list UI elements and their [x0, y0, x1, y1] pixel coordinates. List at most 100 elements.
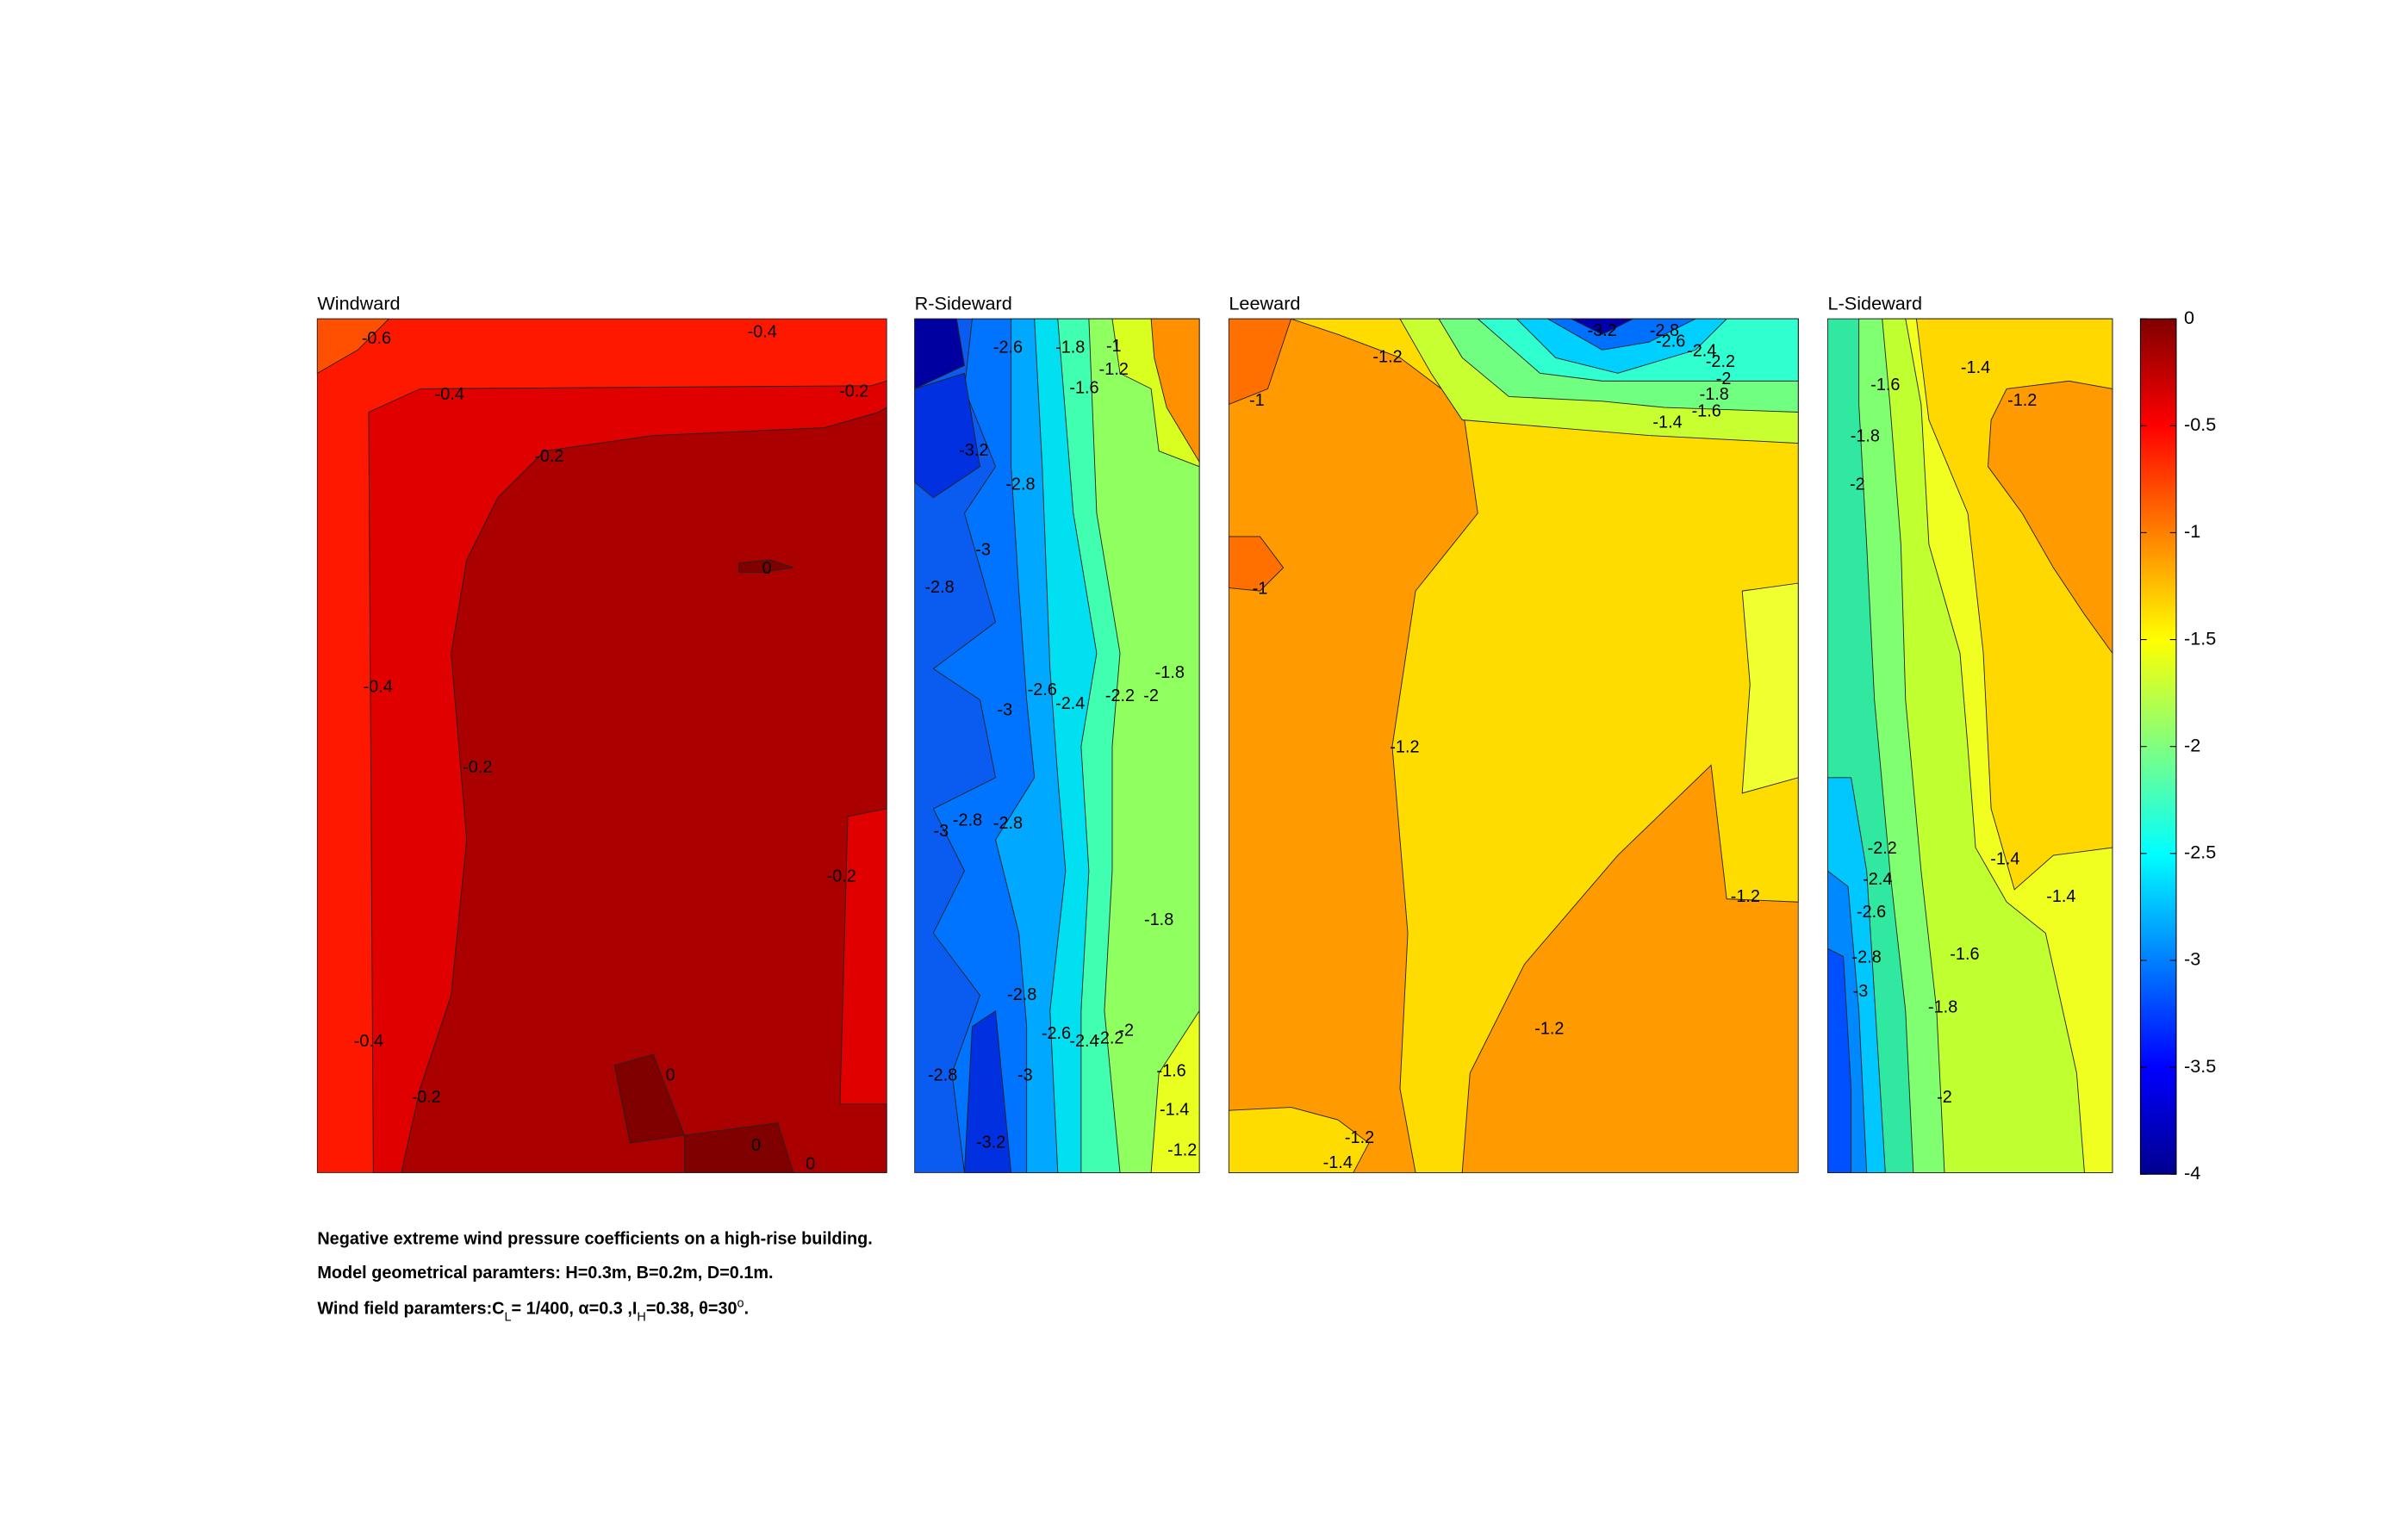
contour-label: -1.2: [1167, 1140, 1197, 1159]
contour-label: -2.6: [993, 339, 1023, 357]
contour-label: -2: [1850, 475, 1865, 494]
caption-part: Wind field paramters:C: [317, 1300, 504, 1319]
leeward-fill: [1228, 318, 1799, 1173]
contour-label: -2.6: [1857, 903, 1886, 922]
contour-label: -1.4: [1323, 1153, 1353, 1172]
contour-label: -3: [934, 822, 949, 841]
colorbar-tick-label: -1.5: [2184, 627, 2216, 649]
contour-label: -1.4: [2046, 887, 2075, 906]
contour-label: -1.2: [1345, 1128, 1374, 1147]
contour-label: -0.2: [534, 447, 563, 466]
contour-label: -0.4: [364, 677, 393, 696]
panel-title: L-Sideward: [1828, 292, 1923, 314]
contour-label: -2.6: [1042, 1024, 1071, 1043]
colorbar-tick-label: 0: [2184, 307, 2194, 328]
contour-label: 0: [762, 559, 772, 578]
contour-label: -1.8: [1155, 663, 1185, 682]
contour-label: -1.8: [1055, 339, 1085, 357]
contour-label: -3: [998, 700, 1013, 719]
contour-label: -1.6: [1692, 402, 1721, 421]
contour-label: -2.8: [1650, 321, 1679, 340]
contour-label: -1: [1249, 391, 1265, 410]
colorbar-tick-label: -0.5: [2184, 413, 2216, 435]
contour-label: -2.4: [1055, 694, 1085, 713]
contour-label: -1.8: [1144, 910, 1173, 929]
contour-label: -2.8: [928, 1066, 957, 1085]
windward-fill: [316, 318, 887, 1173]
contour-label: -3.2: [959, 441, 988, 460]
contour-label: -1.6: [1950, 945, 1979, 964]
caption-part: H: [637, 1311, 645, 1325]
contour-label: -2.8: [924, 578, 954, 597]
contour-label: -1.6: [1069, 379, 1098, 398]
contour-label: -1.2: [1731, 887, 1760, 906]
colorbar-tick-label: -2.5: [2184, 842, 2216, 863]
panel-title: Leeward: [1229, 292, 1300, 314]
contour-label: 0: [751, 1136, 761, 1155]
panel-title: R-Sideward: [915, 292, 1012, 314]
contour-label: -1: [1253, 580, 1268, 599]
contour-label: -0.2: [463, 758, 492, 777]
contour-label: -2.8: [953, 811, 982, 830]
contour-label: -2.2: [1105, 686, 1135, 705]
contour-label: -0.2: [827, 867, 856, 886]
contour-label: -2.2: [1868, 839, 1897, 858]
caption-line: Wind field paramters:CL= 1/400, α=0.3 ,I…: [317, 1297, 749, 1325]
contour-label: -2: [1937, 1088, 1952, 1107]
contour-label: -2: [1143, 686, 1159, 705]
contour-label: -2.4: [1687, 341, 1716, 360]
contour-label: -0.4: [748, 323, 777, 342]
contour-label: -3: [1017, 1066, 1033, 1085]
contour-label: 0: [666, 1066, 675, 1085]
contour-label: -0.4: [354, 1032, 383, 1051]
contour-label: -1.6: [1156, 1061, 1185, 1080]
contour-label: -2.6: [1028, 680, 1057, 699]
contour-label: -1.8: [1700, 385, 1729, 404]
contour-label: -1.2: [2007, 391, 2037, 410]
contour-label: -1.4: [1961, 358, 1990, 377]
contour-label: -1.8: [1928, 997, 1957, 1016]
contour-label: -0.2: [412, 1088, 441, 1107]
contour-label: -2.2: [1706, 352, 1735, 371]
caption-part: = 1/400, α=0.3 ,I: [512, 1300, 638, 1319]
contour-label: -2.8: [1007, 985, 1036, 1004]
contour-label: -3.2: [1588, 321, 1617, 340]
contour-label: -2.6: [1656, 332, 1685, 351]
contour-label: -1: [1106, 337, 1122, 356]
contour-label: -2.2: [1094, 1028, 1123, 1047]
contour-label: -3: [1853, 982, 1869, 1001]
contour-label: -0.4: [435, 385, 464, 404]
contour-label: -2.8: [993, 814, 1023, 833]
contour-label: -3.2: [976, 1133, 1005, 1152]
colorbar-tick-label: -1: [2184, 520, 2200, 542]
contour-label: -1.2: [1534, 1020, 1564, 1039]
colorbar-tick-label: -2: [2184, 734, 2200, 755]
contour-label: -0.2: [839, 382, 868, 401]
colorbar-tick-label: -3: [2184, 948, 2200, 970]
colorbar-tick-label: -4: [2184, 1162, 2200, 1183]
contour-label: -2.4: [1069, 1032, 1098, 1051]
contour-label: -2.8: [1005, 475, 1035, 494]
caption-line: Negative extreme wind pressure coefficie…: [317, 1229, 872, 1248]
contour-label: -1.2: [1099, 360, 1129, 379]
contour-label: -0.6: [362, 329, 391, 348]
contour-label: -1.4: [1652, 413, 1682, 432]
contour-label: -1.8: [1851, 427, 1880, 446]
contour-label: 0: [806, 1155, 815, 1174]
contour-label: -1.2: [1390, 738, 1419, 757]
contour-label: -1.4: [1990, 850, 2019, 869]
l-sideward-fill: [1827, 318, 2113, 1173]
contour-label: -1.6: [1870, 376, 1900, 394]
caption-part: =0.38, θ=30: [646, 1300, 737, 1319]
contour-label: -1.2: [1372, 348, 1402, 367]
contour-label: -2.4: [1863, 870, 1892, 889]
contour-label: -2.8: [1852, 947, 1882, 966]
contour-label: -3: [975, 540, 991, 559]
colorbar-tick-label: -3.5: [2184, 1055, 2216, 1077]
contour-label: -2: [1716, 370, 1732, 388]
r-sideward-fill: [914, 318, 1200, 1173]
caption-part: .: [744, 1300, 750, 1319]
panel-title: Windward: [317, 292, 400, 314]
